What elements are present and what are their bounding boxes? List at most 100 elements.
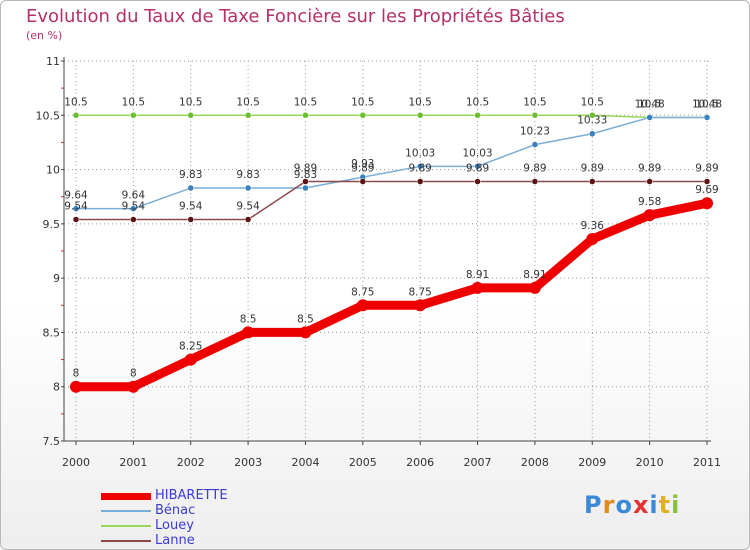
data-label-louey: 10.5 [236, 96, 259, 108]
data-label-lanne: 9.54 [236, 201, 260, 213]
data-label-hibarette: 8.5 [297, 313, 314, 325]
data-point-louey [416, 112, 424, 119]
series-line-hibarette [76, 198, 708, 392]
data-point-louey [72, 112, 80, 119]
data-label-benac: 9.64 [64, 190, 88, 202]
data-label-louey: 10.5 [408, 96, 431, 108]
data-label-lanne: 9.89 [638, 163, 661, 175]
data-point-louey [187, 112, 194, 119]
data-label-hibarette: 8.25 [179, 341, 202, 353]
data-label-lanne: 9.89 [523, 163, 546, 175]
legend-item-benac: Bénac [101, 503, 261, 518]
data-label-louey: 10.5 [581, 96, 604, 108]
data-point-benac [187, 184, 194, 192]
data-point-louey [244, 112, 252, 119]
data-label-benac: 10.33 [577, 115, 607, 127]
chart-title: Evolution du Taux de Taxe Foncière sur l… [26, 6, 565, 27]
data-point-lanne [646, 178, 653, 185]
data-label-louey: 10.5 [294, 96, 317, 108]
data-point-benac [416, 163, 424, 170]
data-point-lanne [531, 178, 539, 185]
data-label-benac: 10.48 [635, 98, 665, 110]
data-label-benac: 9.64 [122, 190, 146, 202]
data-point-hibarette [586, 233, 599, 246]
x-tick-label: 2002 [177, 456, 205, 469]
data-label-hibarette: 8.5 [240, 313, 257, 325]
data-label-hibarette: 8.75 [408, 286, 431, 298]
series-line-louey [76, 114, 707, 119]
data-point-hibarette [356, 299, 369, 312]
data-point-louey [589, 112, 596, 119]
legend-swatch-benac [101, 510, 151, 512]
data-point-hibarette [471, 281, 484, 294]
data-label-benac: 10.03 [463, 147, 493, 159]
legend-label-benac: Bénac [155, 503, 196, 518]
data-labels: 10.5 10.5 10.5 10.5 10.5 10.5 10.5 10.5 10.5 10.5… [64, 96, 722, 379]
legend-item-hibarette: HIBARETTE [101, 488, 261, 503]
data-point-hibarette [643, 209, 656, 222]
data-point-louey [359, 112, 367, 119]
legend-swatch-lanne [101, 540, 151, 542]
data-label-lanne: 9.89 [408, 163, 431, 175]
legend: HIBARETTE Bénac Louey Lanne [101, 488, 261, 548]
x-tick-label: 2005 [349, 456, 377, 469]
x-tick-label: 2009 [578, 456, 606, 469]
data-label-louey: 10.5 [466, 96, 489, 108]
legend-label-lanne: Lanne [155, 533, 195, 548]
data-label-louey: 10.5 [351, 96, 374, 108]
x-tick-label: 2004 [291, 456, 319, 469]
y-tick-label: 10.5 [36, 109, 61, 122]
data-label-benac: 10.48 [692, 98, 722, 110]
y-tick-label: 11 [46, 55, 60, 68]
data-point-lanne [187, 216, 194, 223]
x-tick-label: 2000 [62, 456, 90, 469]
y-tick-label: 10 [46, 164, 60, 177]
data-point-lanne [72, 216, 80, 223]
data-point-benac [244, 184, 252, 192]
legend-swatch-louey [101, 525, 151, 527]
data-point-benac [72, 205, 80, 212]
data-point-louey [474, 112, 481, 119]
data-point-hibarette [528, 281, 541, 294]
data-label-louey: 10.5 [179, 96, 202, 108]
grid-lines [64, 60, 709, 441]
data-point-hibarette [242, 326, 255, 339]
data-label-louey: 10.5 [695, 98, 718, 110]
data-label-hibarette: 8.91 [466, 269, 489, 281]
data-label-louey: 10.5 [523, 96, 546, 108]
y-tick-label: 8.5 [43, 326, 61, 339]
data-label-benac: 10.23 [520, 126, 550, 138]
legend-item-lanne: Lanne [101, 533, 261, 548]
data-point-benac [474, 163, 481, 170]
data-point-benac [646, 114, 653, 121]
data-label-benac: 9.83 [179, 169, 202, 181]
data-label-hibarette: 8 [130, 368, 137, 380]
data-point-benac [130, 205, 137, 212]
data-point-benac [531, 141, 539, 148]
data-label-lanne: 9.54 [179, 201, 203, 213]
legend-label-hibarette: HIBARETTE [155, 488, 228, 503]
data-point-louey [130, 112, 137, 119]
data-label-hibarette: 8.75 [351, 286, 374, 298]
data-point-lanne [244, 216, 252, 223]
data-label-louey: 10.5 [122, 96, 145, 108]
data-label-lanne: 9.89 [351, 163, 374, 175]
data-label-hibarette: 8 [73, 368, 80, 380]
x-tick-label: 2001 [119, 456, 147, 469]
data-label-lanne: 9.89 [581, 163, 604, 175]
data-label-lanne: 9.89 [466, 163, 489, 175]
proxiti-logo: Proxiti [584, 491, 681, 519]
x-tick-label: 2003 [234, 456, 262, 469]
data-point-hibarette [70, 380, 82, 393]
series-lines [70, 112, 713, 393]
x-tick-label: 2008 [521, 456, 549, 469]
data-label-hibarette: 8.91 [523, 269, 546, 281]
data-point-lanne [359, 178, 367, 185]
y-tick-label: 9 [53, 272, 60, 285]
data-label-benac: 10.03 [405, 147, 435, 159]
data-point-hibarette [127, 380, 140, 393]
data-point-benac [703, 114, 711, 121]
data-point-hibarette [701, 197, 713, 210]
